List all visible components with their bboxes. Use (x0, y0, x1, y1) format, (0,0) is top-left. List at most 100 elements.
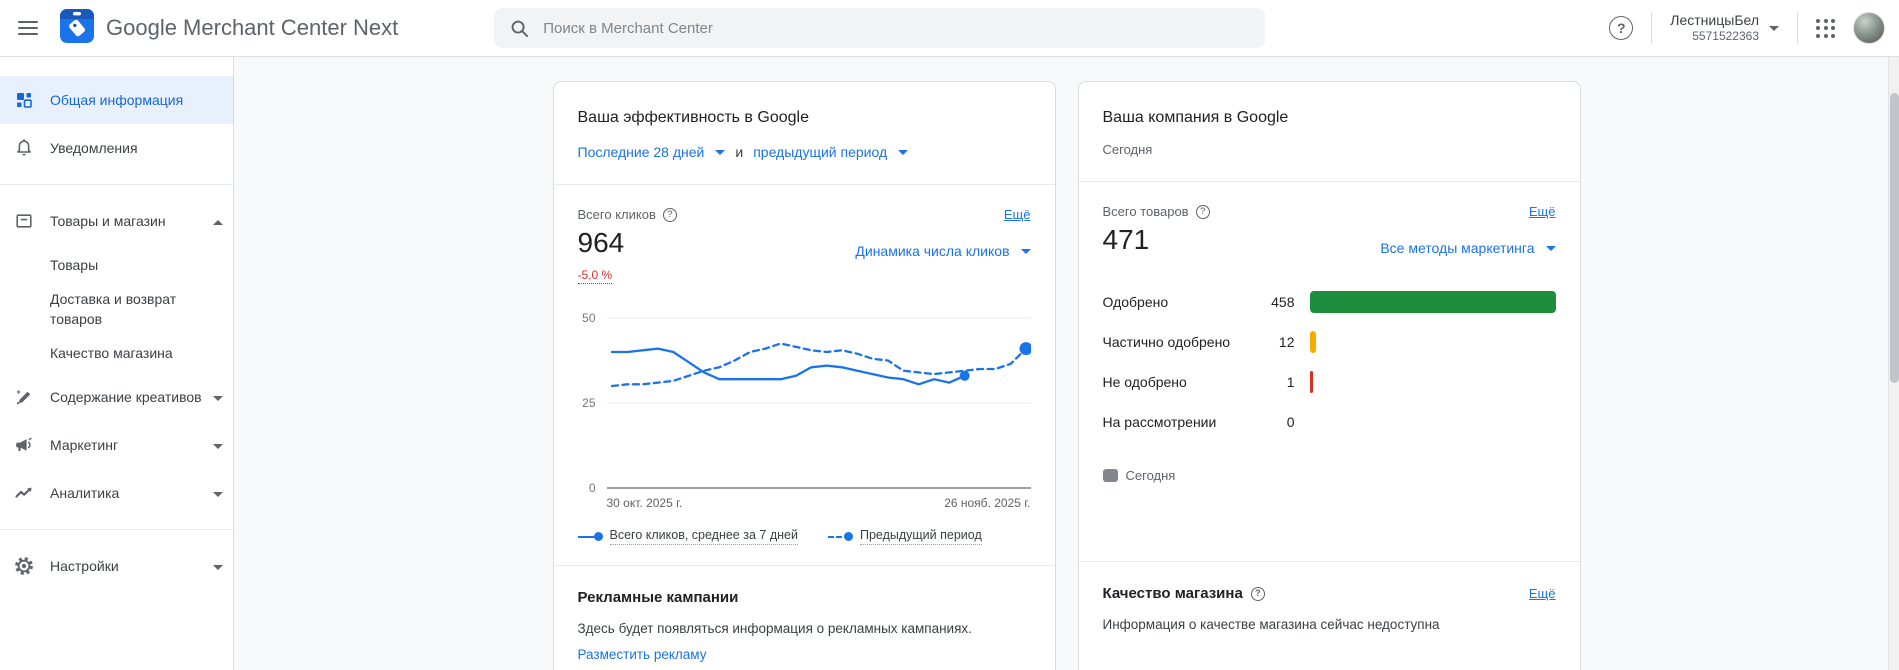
legend-item-current[interactable]: Всего кликов, среднее за 7 дней (577, 528, 798, 545)
top-app-bar: Google Merchant Center Next ? ЛестницыБе… (0, 0, 1899, 57)
sidebar-item-label: Содержание креативов (50, 389, 202, 405)
gear-icon (14, 556, 34, 576)
box-icon (14, 211, 34, 231)
help-icon[interactable]: ? (1195, 204, 1210, 219)
marketing-method-selector[interactable]: Все методы маркетинга (1380, 240, 1556, 256)
y-axis-tick: 25 (582, 396, 596, 410)
sidebar-item-overview[interactable]: Общая информация (0, 76, 233, 124)
status-bar[interactable] (1309, 371, 1313, 393)
google-apps-icon[interactable] (1816, 18, 1835, 38)
account-switcher[interactable]: ЛестницыБел 5571522363 (1670, 12, 1779, 45)
metric-value: 964 (577, 227, 625, 258)
card-title: Ваша компания в Google (1102, 109, 1289, 126)
clicks-line-chart: 50 25 0 30 окт. 2025 г. 26 нояб. 2025 г. (578, 311, 1031, 514)
creative-pencil-icon (14, 387, 34, 407)
card-subtitle: Сегодня (1102, 142, 1153, 157)
sidebar-item-products-store[interactable]: Товары и магазин (0, 197, 233, 245)
sidebar-item-label: Общая информация (50, 92, 184, 108)
scrollbar-thumb[interactable] (1890, 93, 1899, 383)
store-quality-section: Качество магазина ? Ещё Информация о кач… (1078, 561, 1580, 655)
chevron-down-icon (898, 149, 909, 155)
sidebar-item-label: Товары (50, 257, 99, 273)
chevron-down-icon (213, 388, 223, 406)
legend-swatch-icon (1102, 469, 1118, 482)
divider (0, 529, 233, 530)
performance-card: Ваша эффективность в Google Последние 28… (552, 81, 1056, 670)
merchant-center-logo-icon (60, 8, 94, 48)
dashed-line-marker-icon (827, 535, 850, 538)
more-link[interactable]: Ещё (1003, 207, 1031, 222)
divider (1078, 181, 1580, 182)
period-selector[interactable]: Последние 28 дней (578, 144, 726, 160)
chevron-up-icon (213, 212, 223, 230)
dot-marker-icon (593, 532, 603, 541)
sidebar-item-analytics[interactable]: Аналитика (0, 469, 233, 517)
sidebar: Общая информация Уведомления Товары и ма… (0, 57, 234, 670)
metric-label: Всего кликов (577, 207, 656, 222)
legend-item-previous[interactable]: Предыдущий период (827, 528, 982, 545)
product-status-bars: Одобрено 458 Частично одобрено 12 Не одо… (1079, 256, 1580, 483)
status-bar[interactable] (1309, 291, 1556, 313)
metric-delta: -5,0 % (577, 268, 613, 284)
sidebar-item-creatives[interactable]: Содержание креативов (0, 373, 233, 421)
chevron-down-icon (213, 484, 223, 502)
divider (0, 184, 233, 185)
chart-metric-selector[interactable]: Динамика числа кликов (855, 243, 1031, 259)
megaphone-icon (14, 435, 34, 455)
line-chart-plot (606, 317, 1031, 489)
place-ads-link[interactable]: Разместить рекламу (577, 647, 707, 662)
divider (553, 184, 1055, 185)
status-bar[interactable] (1309, 331, 1316, 353)
help-icon[interactable]: ? (1250, 586, 1265, 601)
business-card: Ваша компания в Google Сегодня Всего тов… (1077, 81, 1581, 670)
divider (1797, 12, 1798, 44)
search-input[interactable] (543, 19, 1250, 37)
status-row: Не одобрено 1 (1103, 370, 1556, 394)
hamburger-menu-icon[interactable] (18, 21, 38, 35)
more-link[interactable]: Ещё (1528, 586, 1556, 601)
account-name: ЛестницыБел (1670, 11, 1759, 28)
vertical-scrollbar[interactable] (1888, 57, 1899, 670)
help-icon[interactable]: ? (1609, 16, 1634, 40)
search-bar[interactable] (494, 8, 1266, 48)
metric-value: 471 (1102, 224, 1150, 255)
dashboard-icon (14, 90, 34, 110)
section-description: Информация о качестве магазина сейчас не… (1102, 617, 1440, 632)
avatar[interactable] (1853, 12, 1885, 44)
dot-marker-icon (843, 532, 853, 541)
chevron-down-icon (213, 436, 223, 454)
legend-label: Сегодня (1125, 468, 1176, 483)
sidebar-item-label: Товары и магазин (50, 213, 166, 229)
sidebar-item-label: Настройки (50, 558, 119, 574)
chevron-down-icon (1020, 248, 1031, 254)
metric-label: Всего товаров (1102, 204, 1189, 219)
sidebar-item-settings[interactable]: Настройки (0, 542, 233, 590)
status-row: Одобрено 458 (1103, 290, 1556, 314)
chevron-down-icon (715, 149, 726, 155)
solid-line-marker-icon (577, 535, 600, 538)
comparison-selector[interactable]: предыдущий период (753, 144, 909, 160)
ad-campaigns-section: Рекламные кампании Здесь будет появлятьс… (553, 565, 1055, 670)
status-row: Частично одобрено 12 (1103, 330, 1556, 354)
trend-line-icon (14, 483, 34, 503)
more-link[interactable]: Ещё (1528, 204, 1556, 219)
status-row: На рассмотрении 0 (1102, 414, 1295, 430)
main-content: Ваша эффективность в Google Последние 28… (234, 57, 1899, 670)
sidebar-item-label: Маркетинг (50, 437, 119, 453)
section-description: Здесь будет появляться информация о рекл… (577, 621, 972, 636)
sidebar-item-marketing[interactable]: Маркетинг (0, 421, 233, 469)
sidebar-item-shipping-returns[interactable]: Доставка и возврат товаров (0, 285, 233, 333)
divider (1651, 12, 1653, 44)
sidebar-item-store-quality[interactable]: Качество магазина (0, 333, 233, 373)
sidebar-item-label: Доставка и возврат товаров (50, 291, 177, 327)
sidebar-item-products[interactable]: Товары (0, 245, 233, 285)
account-id: 5571522363 (1692, 29, 1759, 44)
and-label: и (735, 144, 744, 160)
chevron-down-icon (213, 557, 223, 575)
help-icon[interactable]: ? (662, 207, 677, 222)
chevron-down-icon (1545, 245, 1556, 251)
product-title: Google Merchant Center Next (106, 15, 399, 40)
chevron-down-icon (1769, 25, 1779, 31)
x-axis-start-label: 30 окт. 2025 г. (606, 496, 683, 510)
sidebar-item-notifications[interactable]: Уведомления (0, 124, 233, 172)
